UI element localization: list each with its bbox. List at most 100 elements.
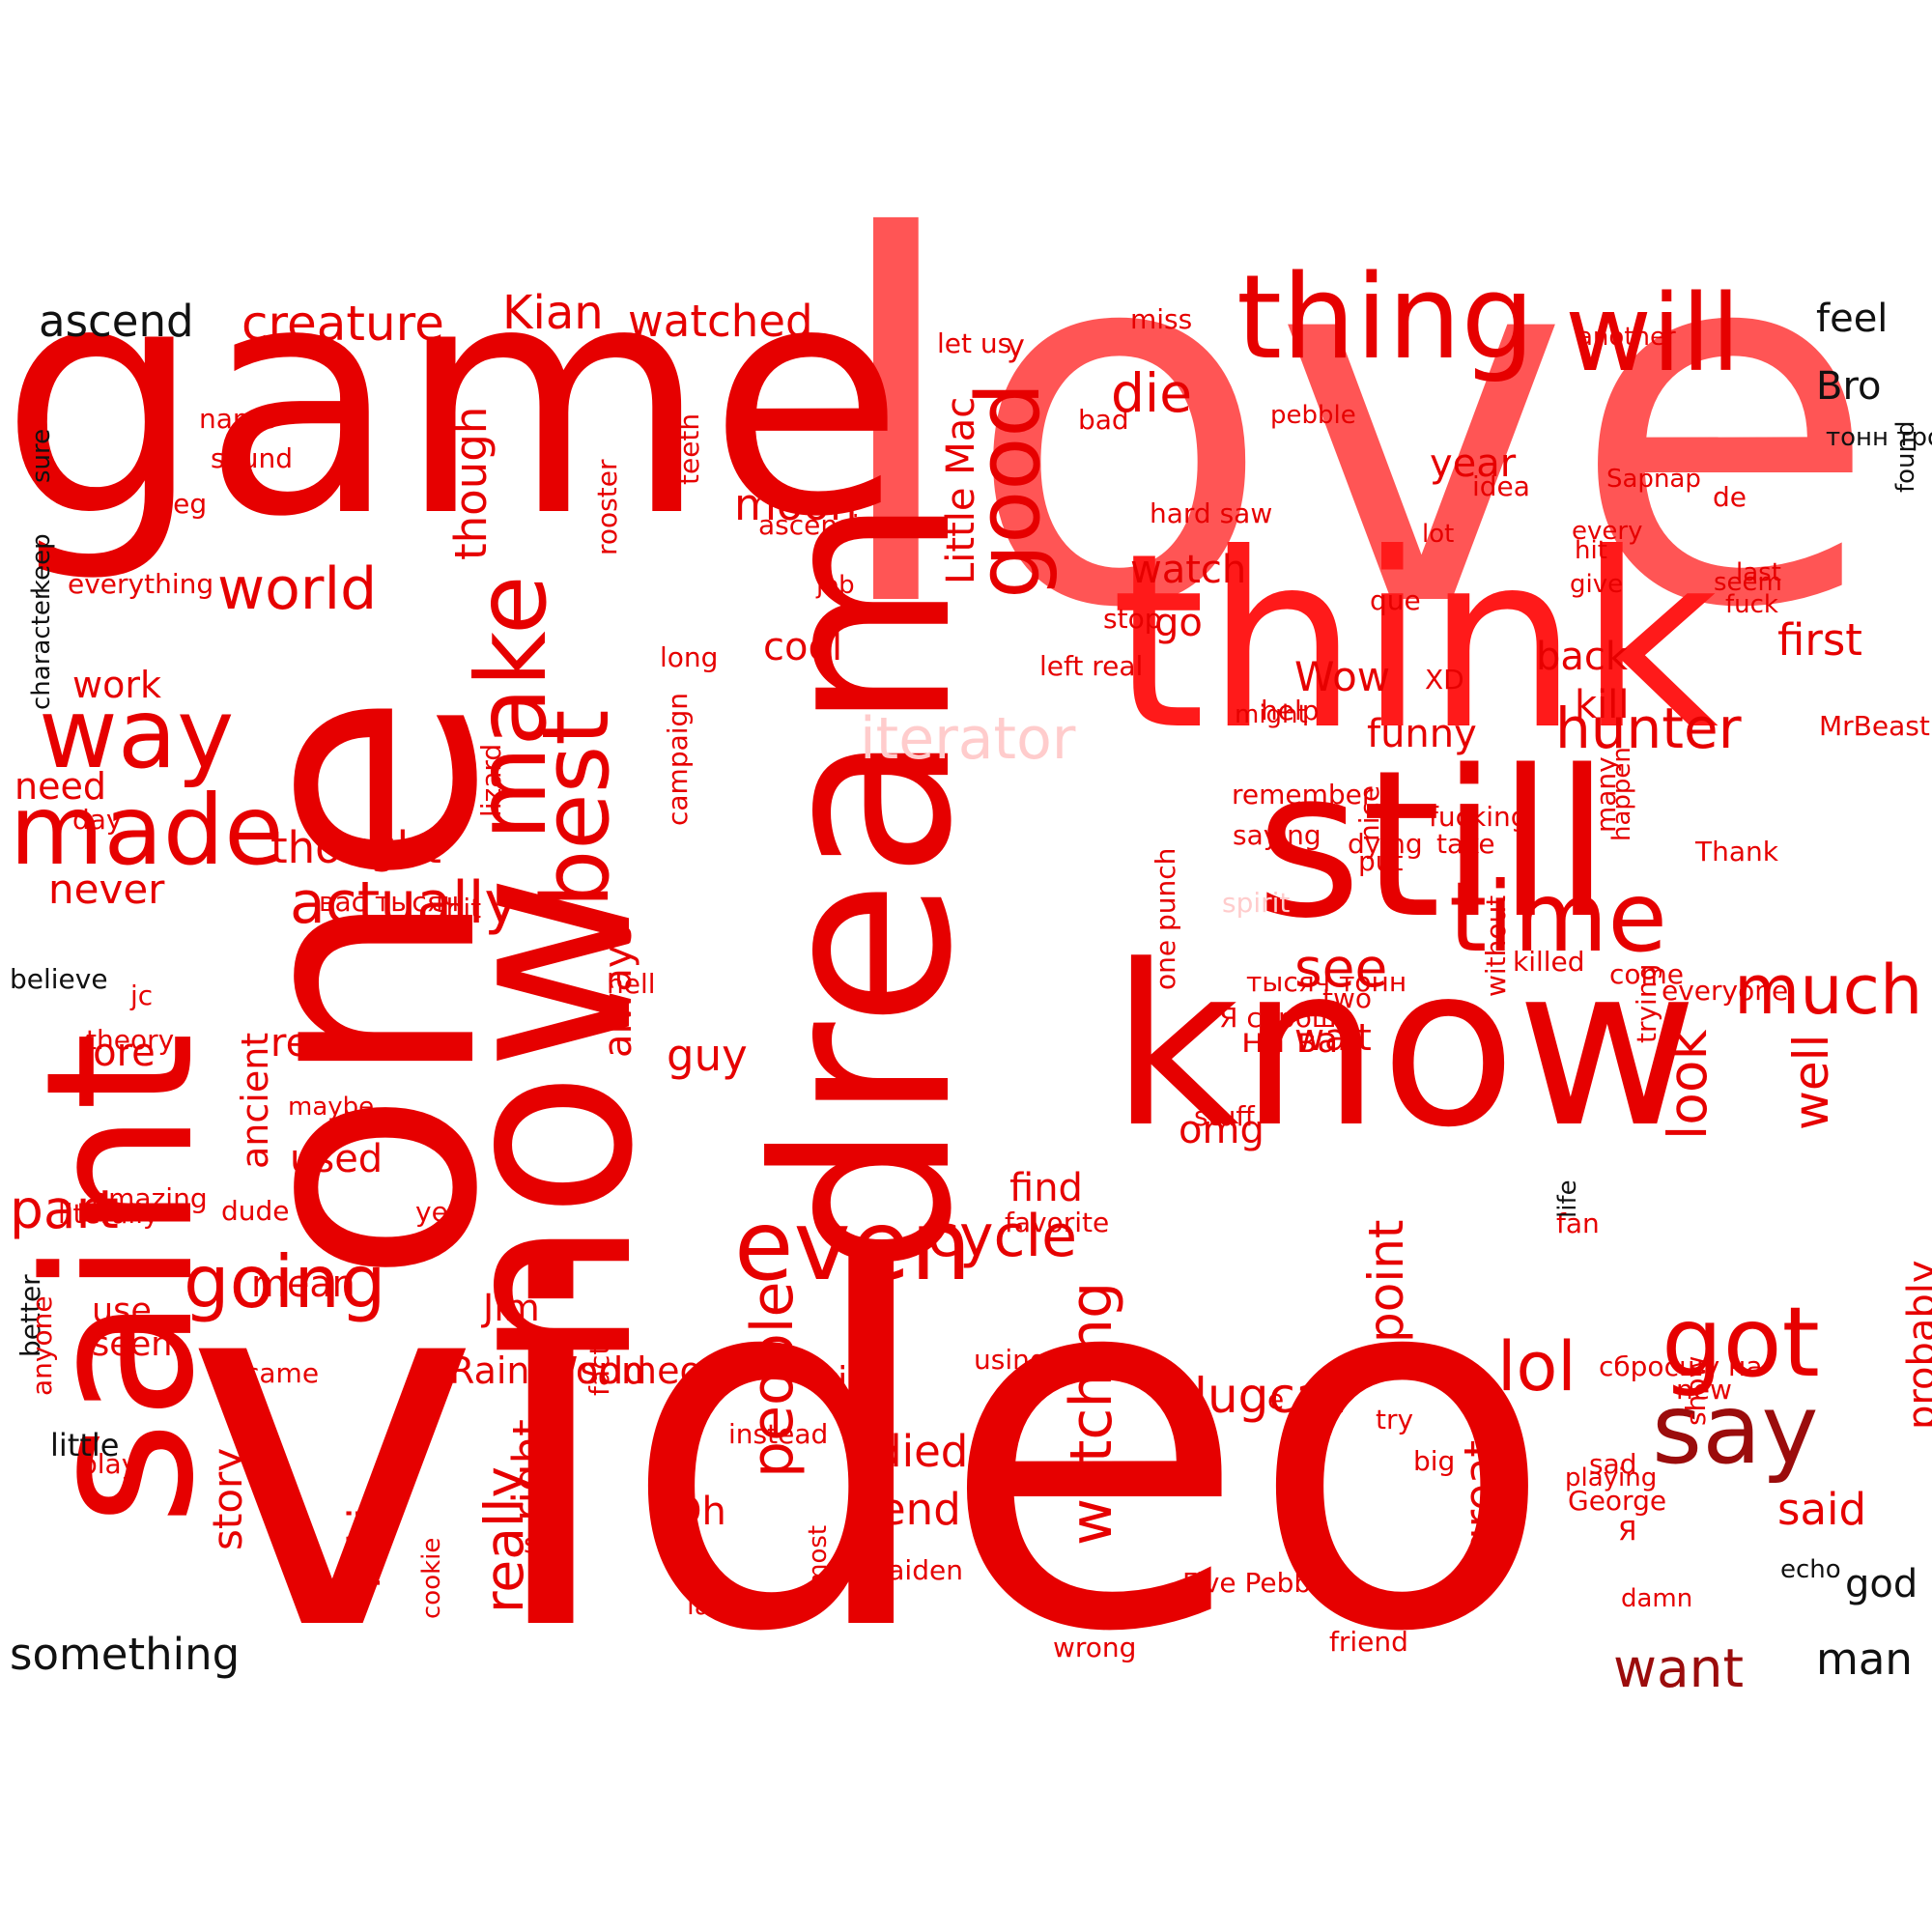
word-everyone: everyone [1662, 975, 1789, 1007]
word-de: de [1713, 481, 1747, 513]
word-trying: trying [1631, 963, 1662, 1043]
word-stop: stop [1103, 603, 1162, 635]
word-got: got [1662, 1286, 1820, 1399]
word-shit: shit [432, 893, 482, 924]
word-back: back [1536, 635, 1629, 679]
word-two: two [1322, 982, 1373, 1014]
word-mean: mean [251, 1263, 355, 1305]
word-damn: damn [1621, 1584, 1693, 1613]
word-spirit: spirit [1222, 887, 1291, 919]
word-omg: omg [1179, 1108, 1264, 1152]
word-xd: XD [1425, 664, 1464, 696]
word-que: que [1370, 584, 1421, 616]
word-ascend: ascend [39, 296, 194, 347]
word-feel: feel [1816, 297, 1889, 341]
word-find: find [1009, 1166, 1083, 1210]
word-fan: fan [1556, 1208, 1600, 1239]
word-я-сброшу: Я сброшу [1219, 1002, 1353, 1034]
word-remember: remember [1232, 779, 1374, 810]
word-literally: literally [58, 1198, 159, 1230]
word-sapnap: Sapnap [1606, 465, 1701, 494]
word-idea: idea [1472, 470, 1530, 502]
word-right: right [503, 1419, 554, 1521]
word-die: die [1111, 362, 1193, 424]
word-play: play [80, 1448, 138, 1480]
word-know: know [1111, 919, 1698, 1177]
word-love: love [826, 132, 1880, 718]
word-lot: lot [1422, 520, 1455, 549]
word-stuff: stuff [1194, 1100, 1255, 1132]
word-want: want [1613, 1637, 1745, 1699]
word-я: Я [1618, 1515, 1637, 1547]
word-never: never [48, 866, 165, 913]
word-go: go [1154, 601, 1203, 645]
word-use: use [92, 1292, 152, 1330]
word-ye: ye [415, 1196, 448, 1228]
word-wow: Wow [1294, 653, 1391, 700]
word-сбросшу-на: сбросшу на [1599, 1350, 1763, 1382]
word-show: show [1680, 1355, 1712, 1426]
word-one-punch: one punch [1150, 847, 1181, 990]
word-give: give [1570, 570, 1624, 599]
word-day: day [72, 804, 123, 836]
word-left-real: left real [1039, 650, 1144, 682]
word-moon: moon [734, 479, 858, 530]
word-s: s [524, 1527, 538, 1559]
word-think: think [1111, 501, 1719, 782]
word-going: going [184, 1239, 386, 1324]
word-iterator: iterator [860, 705, 1076, 773]
word-year: year [1430, 441, 1517, 486]
word-bad: bad [1078, 404, 1129, 436]
word-slugcat: slugcat [1169, 1368, 1345, 1424]
word-wait: wait [1294, 1016, 1372, 1059]
word-without: without [1480, 895, 1512, 997]
word-jim: Jim [483, 1287, 540, 1329]
word-help: help [1261, 695, 1320, 726]
word-story: story [204, 1447, 251, 1550]
word-seen: seen [92, 1325, 173, 1364]
word-little-mac: Little Mac [939, 396, 983, 584]
word-miss: miss [1130, 303, 1193, 335]
word-even: even [734, 1189, 972, 1302]
word-put: put [1358, 845, 1404, 877]
word-fuck: fuck [1725, 590, 1778, 619]
word-nice: nice [1353, 784, 1385, 841]
word-e: e [1267, 1383, 1285, 1415]
word-kind: kind [816, 1359, 895, 1402]
word-watching: watching [1058, 1281, 1125, 1546]
word-dying: dying [1348, 828, 1423, 860]
word-watched: watched [628, 296, 813, 347]
word-happen: happen [1607, 747, 1636, 841]
word-character: character [27, 589, 56, 710]
word-life: life [1553, 1179, 1582, 1218]
word-come: come [1609, 958, 1685, 990]
word-actually: actually [290, 869, 519, 937]
word-found: found [1891, 420, 1920, 493]
word-point: point [1358, 1219, 1414, 1343]
word-teeth: teeth [673, 412, 705, 485]
word-seem: seem [1714, 568, 1782, 597]
word-someone: someone [580, 1350, 749, 1392]
word-тонн-тротила: тонн тротила [1826, 423, 1932, 452]
word-rooster: rooster [591, 459, 623, 555]
word-y: y [1007, 327, 1025, 364]
word-killed: killed [1513, 946, 1585, 978]
word-friend: friend [1329, 1626, 1408, 1658]
word-sound: sound [211, 442, 293, 474]
word-name: name [199, 403, 276, 435]
word-great: great [1455, 1440, 1506, 1555]
word-almost: almost [804, 1524, 833, 1610]
word-creature: creature [242, 296, 444, 352]
word-oh: Oh [671, 1490, 726, 1534]
word-fucking: fucking [1429, 801, 1528, 833]
word-try: try [1376, 1404, 1414, 1435]
word-something: something [10, 1629, 241, 1680]
word-wrong: wrong [1053, 1632, 1137, 1663]
word-cookie: cookie [417, 1537, 446, 1619]
word-need: need [14, 765, 106, 808]
word-died: died [874, 1426, 969, 1477]
word-на-вас: на вас [1241, 1021, 1358, 1061]
word-time: time [1449, 861, 1667, 974]
word-video: video [184, 1156, 1556, 1742]
word-god: god [1845, 1562, 1918, 1606]
